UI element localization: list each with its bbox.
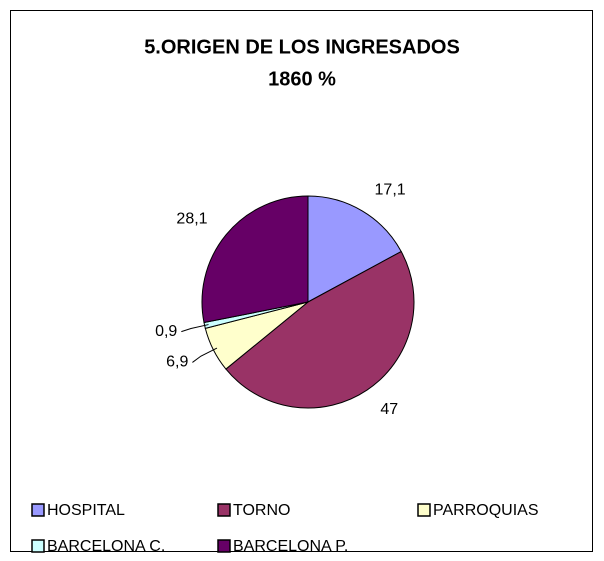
legend-label: BARCELONA C. bbox=[47, 538, 165, 555]
data-label: 0,9 bbox=[155, 323, 177, 340]
pie-slice bbox=[201, 195, 309, 324]
data-label: 28,1 bbox=[176, 211, 207, 228]
chart-subtitle: 1860 % bbox=[268, 68, 336, 90]
data-label: 6,9 bbox=[166, 354, 188, 371]
legend-label: BARCELONA P. bbox=[233, 538, 348, 555]
leader-line bbox=[181, 324, 209, 333]
legend-swatch bbox=[217, 539, 231, 553]
legend-swatch bbox=[217, 503, 231, 517]
legend-swatch bbox=[417, 503, 431, 517]
data-label: 17,1 bbox=[375, 182, 406, 199]
chart-title: 5.ORIGEN DE LOS INGRESADOS bbox=[144, 36, 460, 58]
data-label: 47 bbox=[380, 401, 398, 418]
legend-swatch bbox=[31, 539, 45, 553]
leader-line bbox=[192, 347, 218, 363]
legend-swatch bbox=[31, 503, 45, 517]
legend-label: HOSPITAL bbox=[47, 502, 125, 519]
pie-slice bbox=[225, 250, 415, 409]
legend-label: TORNO bbox=[233, 502, 290, 519]
pie-slice bbox=[307, 195, 402, 303]
legend-label: PARROQUIAS bbox=[433, 502, 539, 519]
